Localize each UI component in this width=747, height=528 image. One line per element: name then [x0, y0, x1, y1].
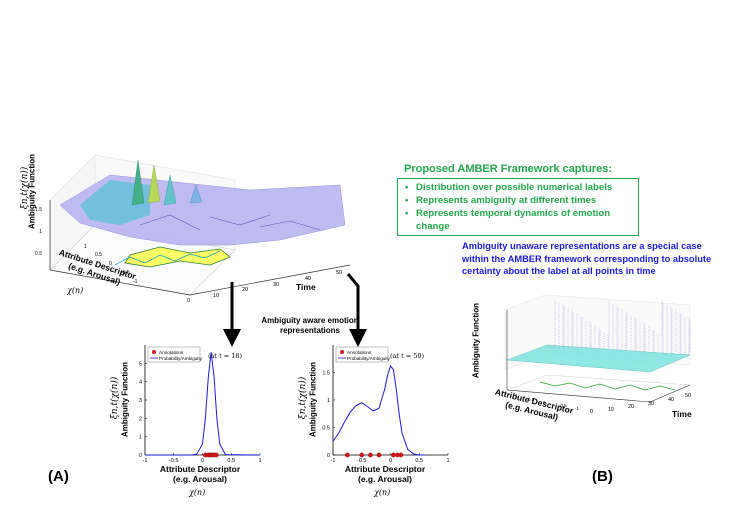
- x-tick-label: -1: [143, 458, 148, 464]
- z-tick: 1.5: [35, 207, 42, 213]
- x-tick-label: -1: [331, 458, 336, 464]
- plot-t18-note: (at t = 18): [208, 352, 243, 360]
- y-tick: -1: [133, 279, 138, 285]
- x-tick: 10: [608, 407, 614, 413]
- x-tick-label: -0.5: [169, 458, 178, 464]
- annotation-point: [398, 452, 404, 458]
- x-tick: 0: [590, 409, 593, 415]
- arrow-caption: Ambiguity aware emotion representations: [250, 316, 370, 336]
- plot-t18-xlabel-line2: (e.g. Arousal): [173, 474, 227, 484]
- legend-box: [147, 346, 201, 363]
- y-tick: 0: [109, 261, 112, 267]
- arrows: [223, 273, 367, 347]
- y-tick: -0.5: [559, 403, 567, 408]
- y-tick-label: 3: [139, 398, 142, 404]
- legend-label: Annotations: [159, 350, 184, 355]
- y-tick: 1: [515, 393, 518, 398]
- plot-t50-xlabel: Attribute Descriptor (e.g. Arousal): [320, 464, 450, 484]
- plot-t18-xlabel: Attribute Descriptor (e.g. Arousal): [135, 464, 265, 484]
- plot-t18: -1 -0.5 0 0.5 1 0 1 2 3 4 5 AnnotationsProbability/…: [139, 345, 262, 464]
- surface-zsymbol: ξn,t(χ(n)): [20, 166, 30, 210]
- surface-xlabel: Time: [296, 282, 316, 292]
- plot-t50: -1 -0.5 0 0.5 1 0 0.5 1 1.5 AnnotationsProbabilit…: [322, 345, 450, 464]
- x-tick-label: 0.5: [227, 458, 235, 464]
- y-tick: -1: [575, 406, 579, 411]
- x-tick: 40: [668, 397, 674, 403]
- y-tick: 0.5: [95, 252, 102, 258]
- z-tick: 0.5: [35, 251, 42, 257]
- framework-bullet: Represents temporal dynamics of emotion …: [405, 207, 638, 233]
- framework-bullet: Represents ambiguity at different times: [405, 194, 638, 207]
- plot-t50-xlabel-line2: (e.g. Arousal): [358, 474, 412, 484]
- x-tick: 40: [305, 276, 311, 282]
- legend-marker: [340, 350, 344, 354]
- y-tick: 0.5: [528, 397, 535, 402]
- plot-t50-ysymbol: ξn,t(χ(n)): [298, 376, 308, 420]
- annotation-point: [345, 452, 350, 458]
- x-tick: 30: [273, 282, 279, 288]
- arrow-caption-line1: Ambiguity aware emotion: [261, 316, 359, 325]
- y-tick-label: 4: [139, 380, 142, 386]
- y-tick-label: 2: [139, 416, 142, 422]
- x-tick: 30: [648, 401, 654, 407]
- probability-line: [145, 352, 261, 456]
- x-tick: 20: [242, 287, 248, 293]
- x-tick-label: -0.5: [357, 458, 366, 464]
- x-tick-label: 0: [201, 458, 204, 464]
- legend-label: Probability/Ambiguity: [347, 356, 391, 361]
- z-tick: 1: [39, 229, 42, 235]
- y-tick-label: 0.5: [322, 426, 330, 432]
- annotation-point: [213, 452, 219, 458]
- framework-bullet: Distribution over possible numerical lab…: [405, 181, 638, 194]
- probability-line: [332, 364, 425, 456]
- y-tick-label: 1.5: [322, 371, 330, 377]
- panel-label-a: (A): [48, 468, 69, 485]
- x-tick: 10: [213, 293, 219, 299]
- y-tick-label: 5: [139, 361, 142, 367]
- surface-plot-b: 1 0.5 0 -0.5 -1 0 10 20 30 40 50: [504, 294, 691, 415]
- plot-t18-xlabel-line1: Attribute Descriptor: [159, 464, 241, 474]
- plot-t50-note: (at t = 50): [390, 352, 425, 360]
- annotation-point: [376, 452, 382, 458]
- y-tick: 0: [543, 400, 546, 405]
- x-tick: 0: [187, 298, 190, 304]
- y-tick-label: 0: [327, 453, 330, 459]
- plot-t50-ylabel: Ambiguity Function: [308, 361, 318, 438]
- framework-title: Proposed AMBER Framework captures:: [404, 163, 613, 175]
- annotation-point: [368, 452, 373, 458]
- x-tick: 20: [628, 404, 634, 410]
- legend-label: Probability/Ambiguity: [159, 356, 203, 361]
- legend-marker: [152, 350, 156, 354]
- surface-plot-a: 0.5 1 1.5 1 0.5 0 -0.5 -1 0 10 20 30 40 …: [35, 154, 351, 304]
- plot-t18-ylabel: Ambiguity Function: [120, 361, 130, 438]
- y-tick: 1: [84, 244, 87, 250]
- y-tick-label: 0: [139, 453, 142, 459]
- legend-label: Annotations: [347, 350, 372, 355]
- y-tick: -0.5: [121, 270, 130, 276]
- y-tick-label: 1: [139, 435, 142, 441]
- x-tick-label: 0.5: [415, 458, 423, 464]
- panel-label-b: (B): [592, 468, 613, 485]
- plot-t18-ysymbol: ξn,t(χ(n)): [110, 376, 120, 420]
- panel-b-xlabel: Time: [672, 409, 692, 419]
- arrow-caption-line2: representations: [279, 326, 341, 335]
- x-tick-label: 1: [258, 458, 261, 464]
- unaware-note: Ambiguity unaware representations are a …: [462, 241, 712, 276]
- surface-ysymbol: χ(n): [67, 286, 84, 295]
- x-tick: 50: [685, 393, 691, 399]
- arrow-right: [346, 273, 367, 347]
- y-tick-label: 1: [327, 398, 330, 404]
- annotation-point: [391, 452, 396, 458]
- panel-b-zlabel: Ambiguity Function: [471, 302, 481, 379]
- plot-t50-xlabel-line1: Attribute Descriptor: [344, 464, 426, 474]
- framework-box: Distribution over possible numerical lab…: [397, 178, 639, 236]
- plot-t50-xsymbol: χ(n): [374, 488, 391, 497]
- plot-t18-xsymbol: χ(n): [189, 488, 206, 497]
- x-tick: 50: [336, 270, 342, 276]
- x-tick-label: 1: [446, 458, 449, 464]
- legend-box: [335, 346, 389, 363]
- x-tick-label: 0: [389, 458, 392, 464]
- annotation-point: [359, 452, 365, 458]
